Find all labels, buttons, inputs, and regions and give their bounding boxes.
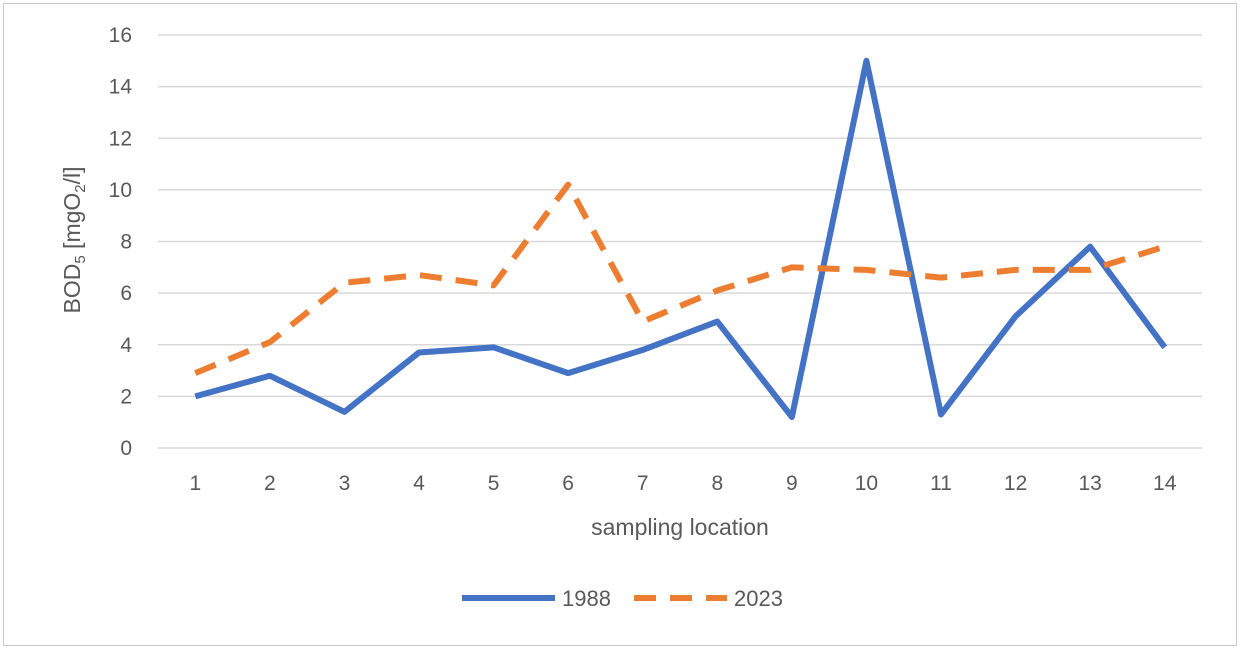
x-tick-label: 12 [1004, 472, 1027, 495]
y-tick-label: 12 [109, 127, 132, 150]
y-tick-label: 4 [120, 334, 132, 357]
y-tick-label: 6 [120, 282, 132, 305]
chart-frame [3, 3, 1237, 646]
legend-label-2023: 2023 [734, 586, 783, 611]
y-title-end: /l] [59, 166, 85, 184]
legend: 1988 2023 [462, 586, 783, 611]
x-tick-label: 14 [1153, 472, 1177, 495]
x-tick-label: 4 [413, 472, 425, 495]
y-tick-label: 14 [109, 76, 133, 99]
series-lines [194, 57, 1168, 421]
x-tick-label: 1 [189, 472, 201, 495]
x-tick-label: 5 [488, 472, 500, 495]
y-tick-label: 2 [120, 385, 132, 408]
y-title-mid: [mgO [59, 193, 85, 256]
series-line-1988 [194, 57, 1168, 421]
series-line-2023 [194, 181, 1166, 376]
y-title-base: BOD [59, 264, 85, 314]
y-title-sub1: 5 [72, 255, 89, 263]
y-tick-label: 10 [109, 179, 132, 202]
x-axis-title: sampling location [591, 514, 769, 540]
x-tick-label: 9 [786, 472, 798, 495]
x-axis-ticks: 1 2 3 4 5 6 7 8 9 10 11 12 13 14 [189, 472, 1176, 495]
y-axis-ticks: 0 2 4 6 8 10 12 14 16 [109, 24, 133, 460]
y-tick-label: 0 [120, 437, 132, 460]
x-tick-label: 7 [637, 472, 649, 495]
y-tick-label: 8 [120, 231, 132, 254]
x-tick-label: 8 [711, 472, 723, 495]
x-tick-label: 6 [562, 472, 574, 495]
gridlines [158, 34, 1202, 449]
x-tick-label: 13 [1078, 472, 1101, 495]
x-tick-label: 10 [855, 472, 878, 495]
y-axis-title: BOD5 [mgO2/l] [59, 166, 89, 313]
x-tick-label: 2 [264, 472, 276, 495]
legend-label-1988: 1988 [562, 586, 611, 611]
y-tick-label: 16 [109, 24, 132, 47]
x-tick-label: 3 [339, 472, 351, 495]
x-tick-label: 11 [930, 472, 952, 495]
y-title-sub2: 2 [72, 184, 89, 192]
